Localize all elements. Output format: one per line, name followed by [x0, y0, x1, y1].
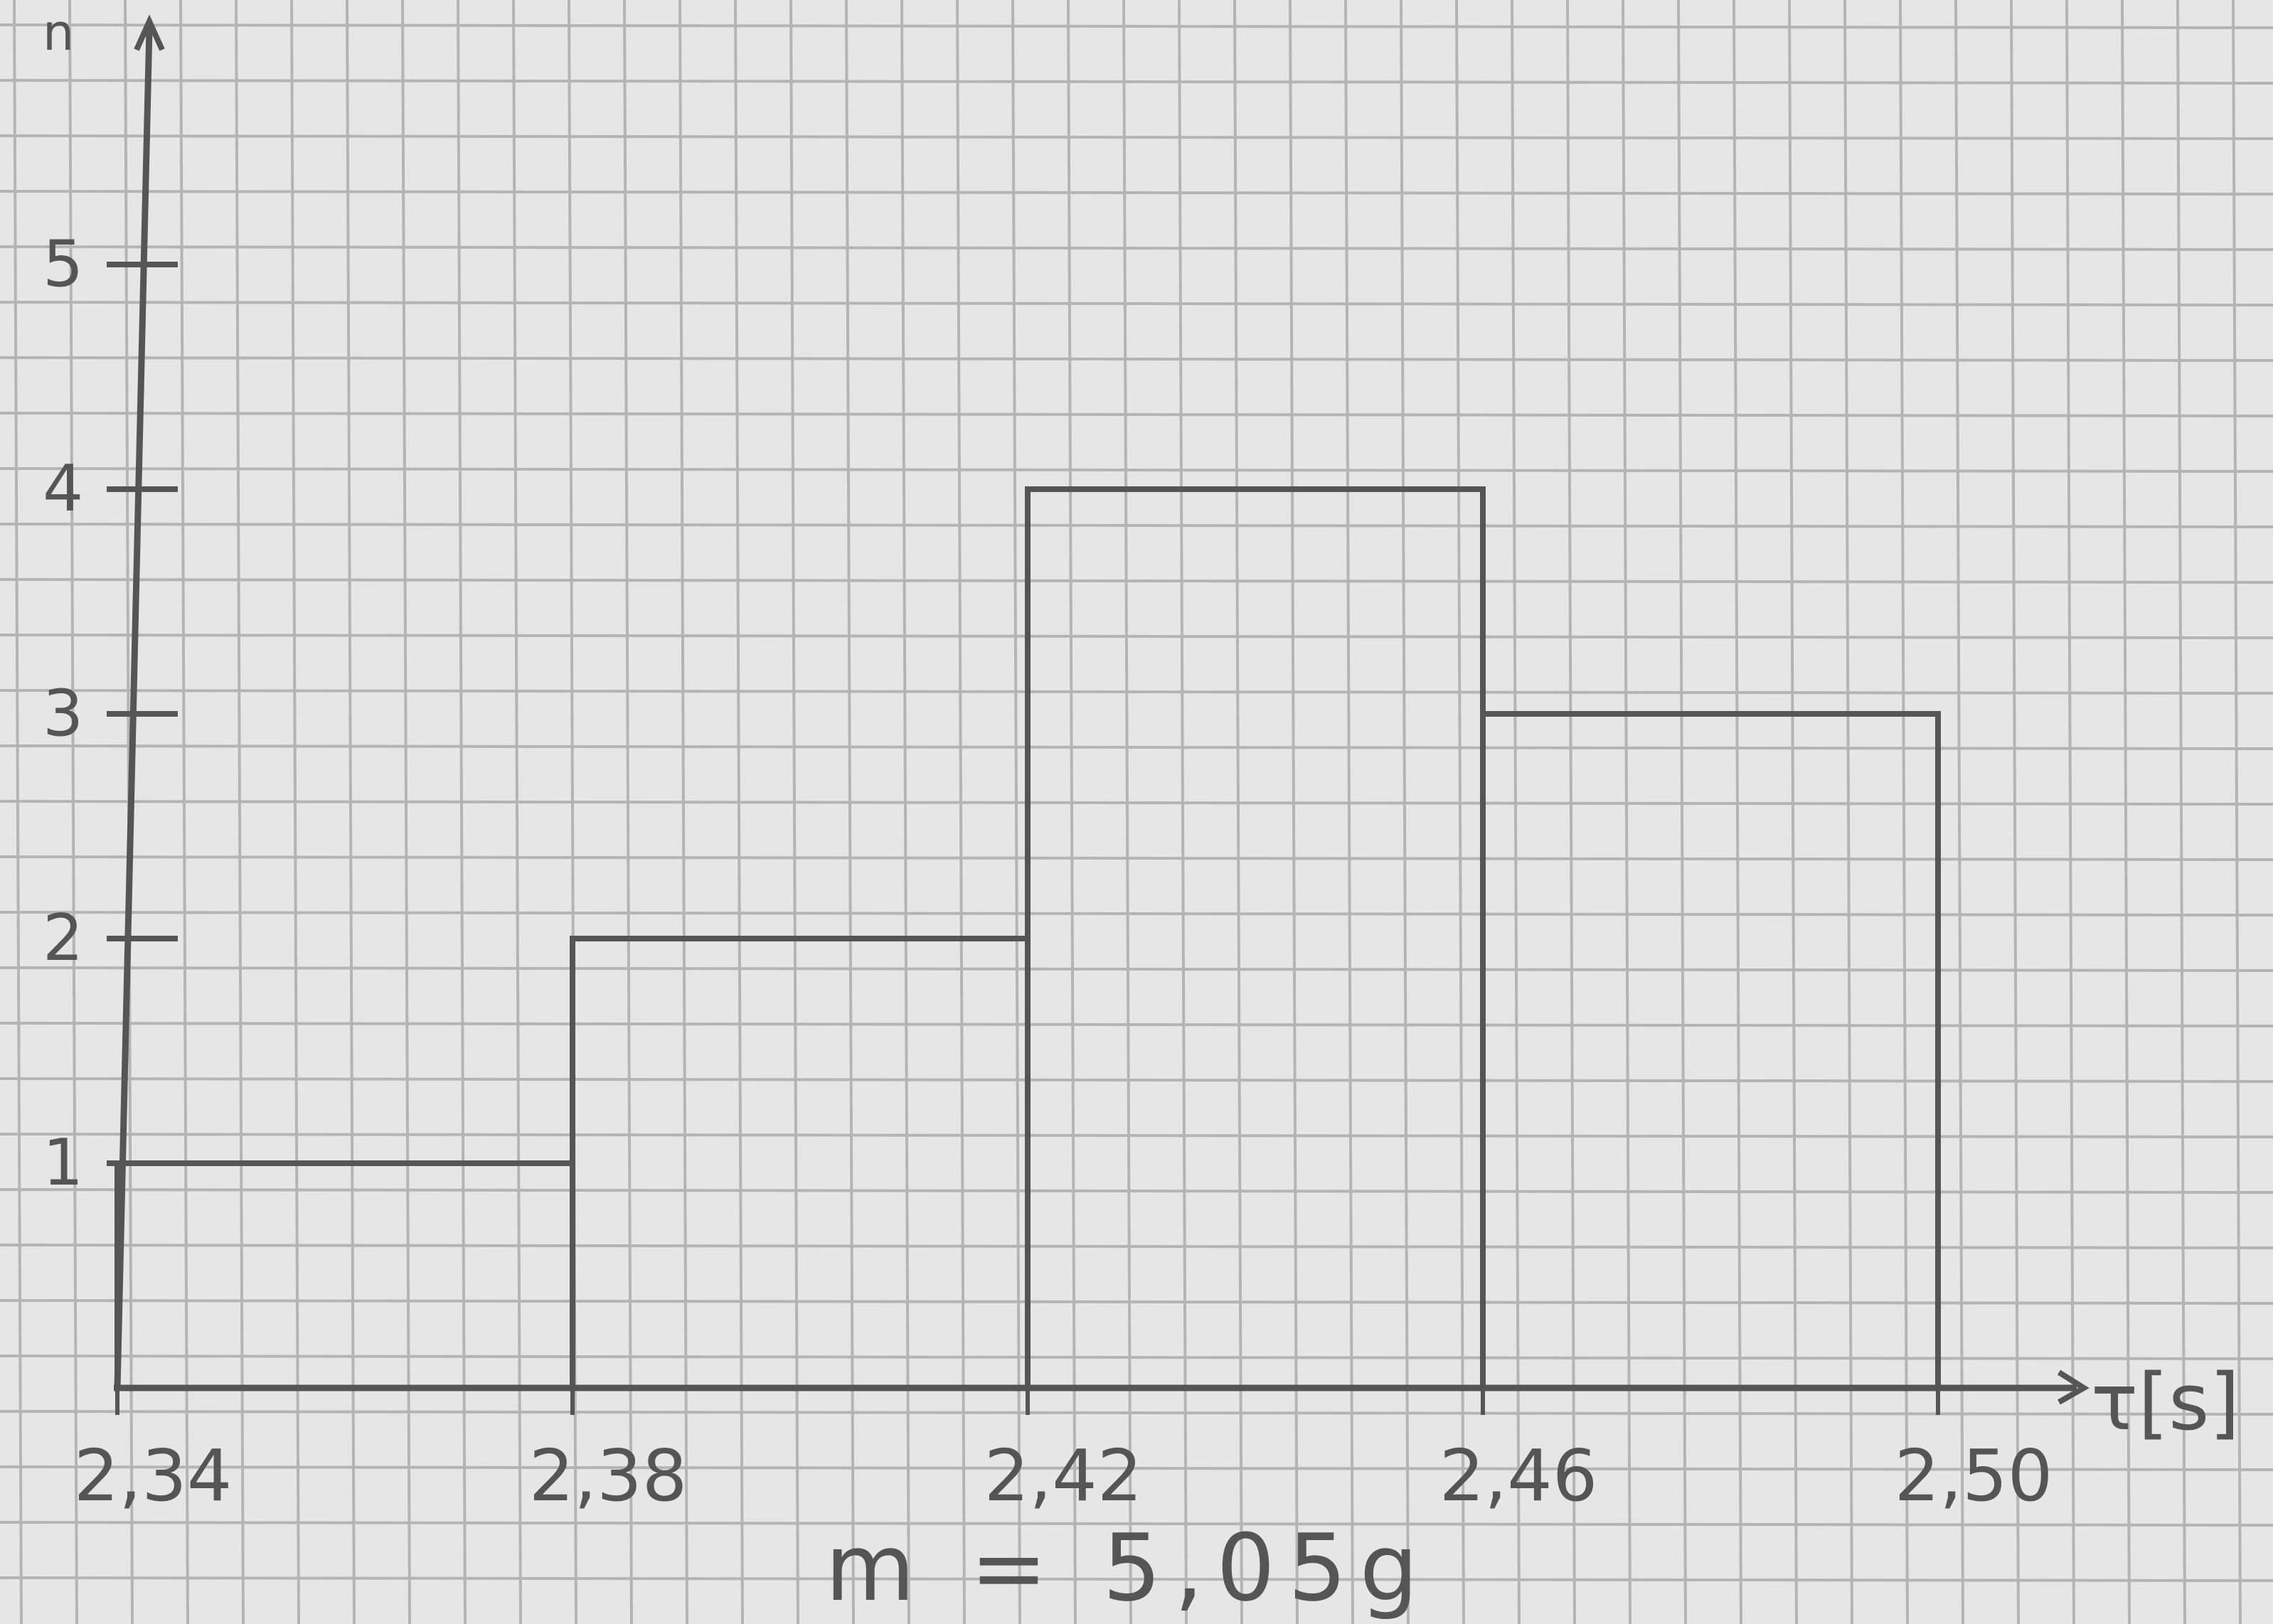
- grid-line-h-18: [0, 1022, 2273, 1027]
- grid-line-h-1: [0, 79, 2273, 85]
- grid-line-h-26: [0, 1465, 2273, 1471]
- grid-line-v-16: [900, 0, 910, 1624]
- grid-line-h-25: [0, 1410, 2273, 1416]
- grid-line-h-22: [0, 1244, 2273, 1249]
- grid-line-v-12: [678, 0, 688, 1624]
- grid-line-v-8: [457, 0, 467, 1624]
- grid-line-h-7: [0, 412, 2273, 417]
- grid-line-h-27: [0, 1521, 2273, 1527]
- grid-line-h-14: [0, 800, 2273, 806]
- grid-line-v-37: [2065, 0, 2075, 1624]
- x-axis-label: τ[s]: [2091, 1357, 2240, 1448]
- histogram: 1 2 3 4 5 2,34 2,38 2,42 2,46 2,50 τ[s] n m = 5,…: [43, 4, 2240, 1622]
- grid-line-h-11: [0, 634, 2273, 639]
- grid-line-v-3: [179, 0, 189, 1624]
- grid-line-v-26: [1455, 0, 1465, 1624]
- grid-line-v-7: [401, 0, 411, 1624]
- grid-line-v-31: [1732, 0, 1742, 1624]
- x-tick-label-3: 2,46: [1439, 1434, 1598, 1517]
- grid-line-v-20: [1122, 0, 1132, 1624]
- grid-line-v-32: [1788, 0, 1798, 1624]
- y-tick-label-4: 5: [43, 227, 83, 301]
- y-tick-label-0: 1: [43, 1126, 83, 1200]
- x-ticks: 2,34 2,38 2,42 2,46 2,50: [74, 1372, 2053, 1517]
- mass-annotation: m = 5,05g: [825, 1514, 1431, 1622]
- x-tick-label-0: 2,34: [74, 1434, 233, 1517]
- grid-line-v-24: [1344, 0, 1354, 1624]
- x-tick-label-1: 2,38: [529, 1434, 688, 1517]
- grid-line-v-6: [346, 0, 356, 1624]
- grid-line-v-14: [789, 0, 799, 1624]
- grid-line-v-33: [1843, 0, 1853, 1624]
- grid-line-v-4: [235, 0, 245, 1624]
- grid-line-v-17: [956, 0, 966, 1624]
- grid-line-v-40: [2232, 0, 2242, 1624]
- grid-line-h-5: [0, 301, 2273, 306]
- grid-line-h-6: [0, 356, 2273, 362]
- grid-line-h-2: [0, 134, 2273, 140]
- y-axis-label: n: [43, 4, 74, 62]
- grid-line-h-24: [0, 1355, 2273, 1360]
- grid-line-v-29: [1622, 0, 1631, 1624]
- grid-line-v-11: [623, 0, 633, 1624]
- grid-line-v-21: [1178, 0, 1188, 1624]
- grid-line-v-0: [13, 0, 23, 1624]
- grid-line-h-9: [0, 523, 2273, 528]
- x-tick-label-4: 2,50: [1895, 1434, 2053, 1517]
- grid-line-h-12: [0, 689, 2273, 695]
- grid-line-v-39: [2176, 0, 2186, 1624]
- y-ticks: 1 2 3 4 5: [43, 227, 178, 1200]
- grid-line-h-16: [0, 911, 2273, 917]
- grid-line-v-19: [1067, 0, 1077, 1624]
- x-tick-label-2: 2,42: [984, 1434, 1143, 1517]
- grid-line-h-3: [0, 190, 2273, 196]
- grid-line-h-19: [0, 1077, 2273, 1083]
- grid-line-h-8: [0, 467, 2273, 473]
- grid-line-h-15: [0, 855, 2273, 861]
- y-tick-label-1: 2: [43, 901, 83, 976]
- grid-line-h-28: [0, 1576, 2273, 1582]
- grid-line-h-10: [0, 578, 2273, 584]
- grid-line-h-21: [0, 1188, 2273, 1194]
- grid-line-h-17: [0, 966, 2273, 972]
- grid-line-v-28: [1566, 0, 1576, 1624]
- grid-line-v-25: [1400, 0, 1410, 1624]
- y-tick-label-3: 4: [43, 452, 83, 526]
- grid-line-v-34: [1899, 0, 1909, 1624]
- grid-line-v-1: [68, 0, 78, 1624]
- grid-line-v-13: [734, 0, 744, 1624]
- grid-line-v-27: [1511, 0, 1521, 1624]
- grid-line-h-20: [0, 1133, 2273, 1138]
- x-axis-arrow: [2057, 1369, 2090, 1405]
- grid-line-v-15: [845, 0, 855, 1624]
- grid-line-v-5: [290, 0, 300, 1624]
- grid-line-v-38: [2121, 0, 2131, 1624]
- grid-line-h-13: [0, 744, 2273, 750]
- grid-line-v-9: [512, 0, 522, 1624]
- grid-line-v-36: [2010, 0, 2020, 1624]
- grid-line-h-23: [0, 1299, 2273, 1305]
- grid-line-v-18: [1011, 0, 1021, 1624]
- grid-line-v-35: [1954, 0, 1964, 1624]
- grid-line-v-23: [1289, 0, 1299, 1624]
- grid-line-h-4: [0, 245, 2273, 251]
- grid-line-v-22: [1233, 0, 1243, 1624]
- y-axis-arrow: [134, 14, 165, 51]
- grid-line-h-0: [0, 23, 2273, 29]
- y-tick-label-2: 3: [43, 676, 83, 751]
- grid-line-v-30: [1677, 0, 1687, 1624]
